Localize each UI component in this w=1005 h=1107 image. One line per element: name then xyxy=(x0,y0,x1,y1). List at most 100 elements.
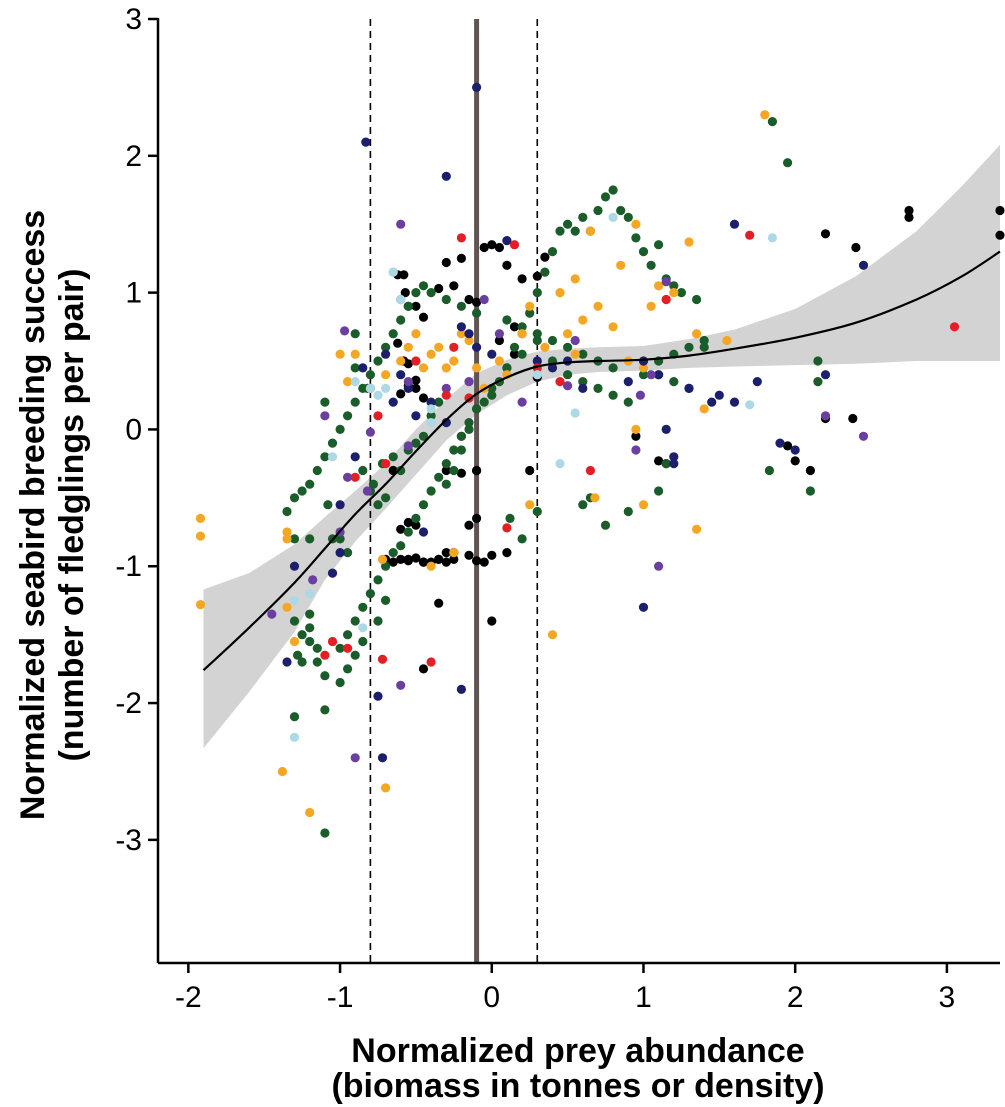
data-point xyxy=(399,270,409,280)
data-point xyxy=(358,636,368,647)
x-axis-title-line-2: (biomass in tonnes or density) xyxy=(331,1067,824,1105)
data-point xyxy=(350,452,360,462)
data-point xyxy=(282,527,292,537)
data-point xyxy=(418,527,429,537)
data-point xyxy=(393,338,403,348)
data-point xyxy=(373,390,383,400)
data-point xyxy=(532,329,542,339)
data-point xyxy=(540,252,550,262)
data-point xyxy=(441,418,451,428)
data-point xyxy=(949,322,960,332)
data-point xyxy=(403,556,413,566)
data-point xyxy=(277,766,287,777)
data-point xyxy=(517,322,527,332)
data-point xyxy=(293,650,303,660)
x-tick-label: 2 xyxy=(787,981,804,1014)
data-point xyxy=(684,383,694,393)
data-point xyxy=(608,322,618,332)
data-point xyxy=(631,219,641,229)
data-point xyxy=(365,427,375,437)
data-point xyxy=(289,534,300,544)
data-point xyxy=(456,301,466,311)
data-point xyxy=(343,548,353,558)
data-point xyxy=(361,137,371,147)
data-point xyxy=(426,397,436,407)
data-point xyxy=(600,520,611,530)
data-point xyxy=(646,301,656,311)
data-point xyxy=(472,297,482,307)
data-point xyxy=(381,595,391,606)
data-point xyxy=(714,390,724,400)
data-point xyxy=(532,335,542,346)
data-point xyxy=(623,506,633,517)
data-point xyxy=(305,636,315,647)
data-point xyxy=(456,684,466,695)
data-point xyxy=(381,783,391,793)
data-point xyxy=(479,242,489,253)
x-tick-label: 3 xyxy=(939,981,956,1014)
data-point xyxy=(654,240,664,250)
data-point xyxy=(631,445,641,455)
data-point xyxy=(381,349,391,359)
data-point xyxy=(411,438,421,448)
data-point xyxy=(320,705,330,715)
data-point xyxy=(267,609,277,619)
data-point xyxy=(411,356,421,366)
data-point xyxy=(418,363,429,373)
data-point xyxy=(403,342,413,352)
x-tick-label: 1 xyxy=(635,981,652,1014)
data-point xyxy=(373,356,383,366)
data-point xyxy=(631,431,641,441)
data-point xyxy=(563,381,573,391)
data-point xyxy=(358,383,368,393)
data-point xyxy=(335,349,345,359)
data-point xyxy=(851,242,861,253)
data-point xyxy=(350,472,360,482)
data-point xyxy=(365,383,375,393)
data-point xyxy=(418,664,429,674)
data-point xyxy=(661,294,671,305)
data-point xyxy=(426,486,436,496)
data-point xyxy=(441,390,451,400)
data-point xyxy=(312,657,322,667)
data-point xyxy=(335,500,345,510)
data-point xyxy=(995,205,1005,216)
data-point xyxy=(848,413,858,424)
data-point xyxy=(403,359,413,369)
data-point xyxy=(638,500,649,510)
data-point xyxy=(305,623,315,633)
data-point xyxy=(509,240,520,250)
data-point xyxy=(289,561,300,571)
data-point xyxy=(684,342,694,352)
data-point xyxy=(509,322,520,332)
data-point xyxy=(403,301,413,311)
data-point xyxy=(578,500,588,510)
data-point xyxy=(555,226,565,236)
data-point xyxy=(373,691,383,701)
data-point xyxy=(502,548,512,558)
y-axis-title-line-2: (number of fledglings per pair) xyxy=(53,268,91,761)
data-point xyxy=(396,465,406,476)
y-axis-title-line-1: Normalized seabird breeding success xyxy=(14,210,52,820)
data-point xyxy=(570,349,580,359)
data-point xyxy=(509,342,520,352)
data-point xyxy=(418,281,429,291)
data-point xyxy=(327,452,338,462)
data-point xyxy=(692,524,702,534)
data-point xyxy=(669,452,679,462)
data-point xyxy=(396,370,406,380)
data-point xyxy=(525,308,535,318)
data-point xyxy=(555,377,565,387)
data-point xyxy=(343,472,353,482)
data-point xyxy=(764,465,775,476)
data-point xyxy=(373,616,383,626)
data-point xyxy=(411,288,421,298)
data-point xyxy=(441,459,451,469)
data-point xyxy=(418,431,429,441)
data-point xyxy=(472,308,482,318)
data-point xyxy=(362,486,372,496)
data-point xyxy=(464,377,474,387)
data-point xyxy=(343,664,353,674)
data-point xyxy=(434,598,444,608)
data-point xyxy=(320,411,330,421)
